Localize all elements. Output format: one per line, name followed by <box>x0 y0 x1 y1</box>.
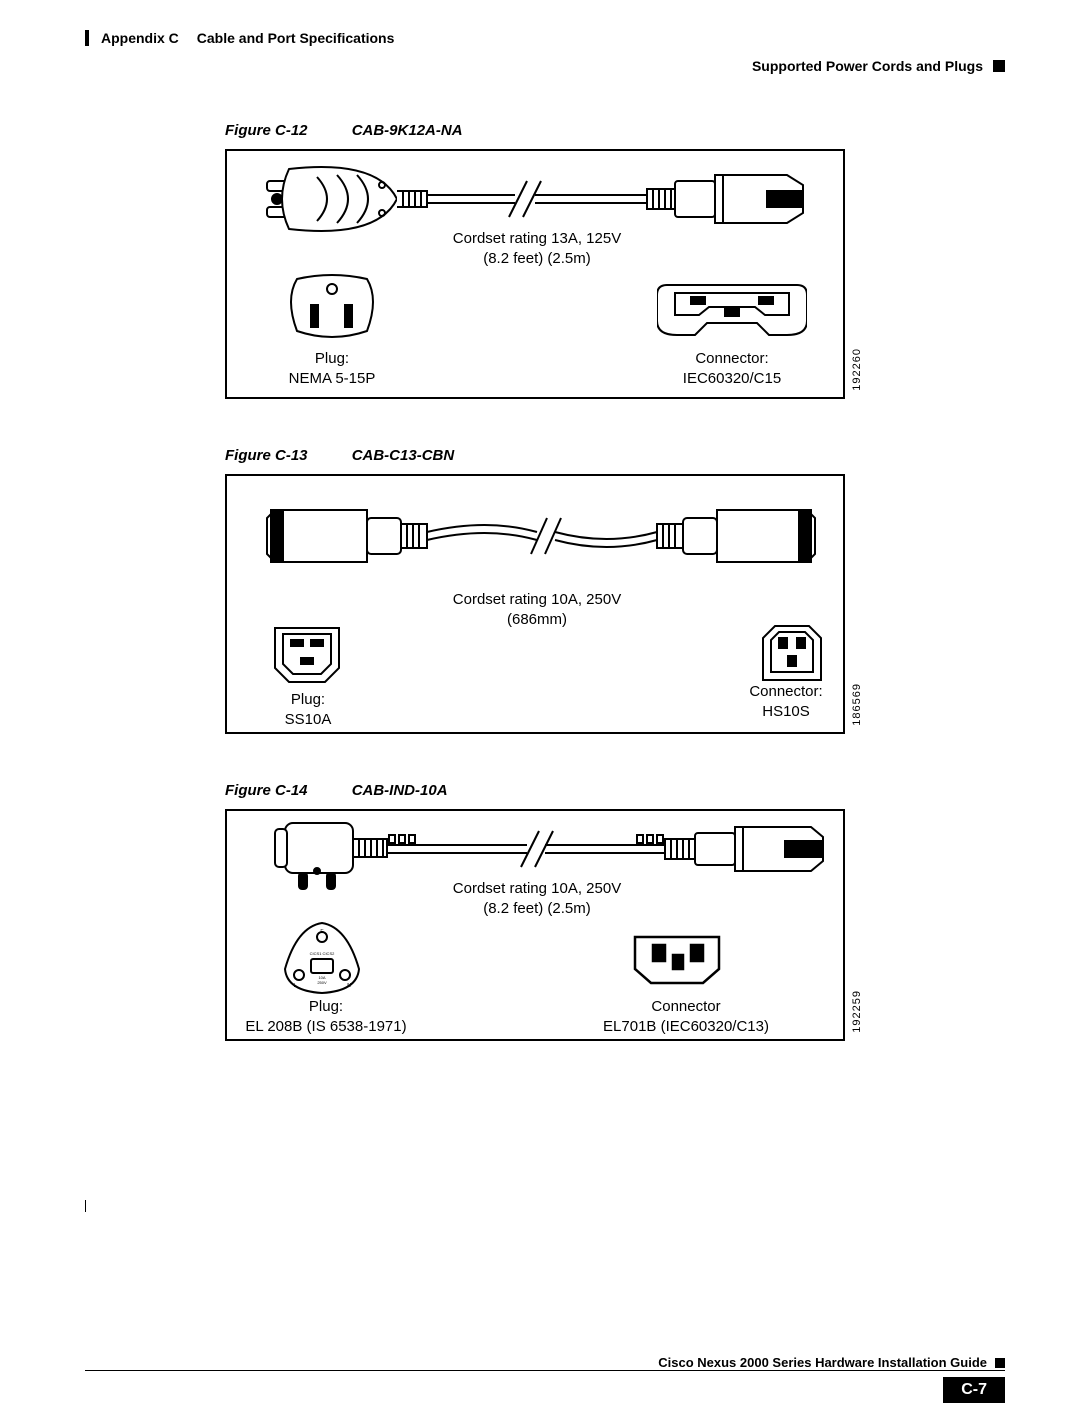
plug-label-block: Plug: SS10A <box>263 690 353 731</box>
figure-name: CAB-IND-10A <box>352 782 448 799</box>
connector-label-block: Connector EL701B (IEC60320/C13) <box>591 997 781 1038</box>
footer-line <box>85 1370 1005 1371</box>
connector-name: HS10S <box>731 702 841 722</box>
figure-box: Cordset rating 10A, 250V (8.2 feet) (2.5… <box>225 809 845 1041</box>
figure-number: Figure C-12 <box>225 122 308 139</box>
plug-title: Plug: <box>241 997 411 1017</box>
figure-caption: Figure C-12 CAB-9K12A-NA <box>225 122 1005 139</box>
connector-name: IEC60320/C15 <box>667 369 797 389</box>
plug-name: EL 208B (IS 6538-1971) <box>241 1017 411 1037</box>
page-content: Appendix C Cable and Port Specifications… <box>85 30 1005 1041</box>
cord-rating-block: Cordset rating 10A, 250V (8.2 feet) (2.5… <box>437 879 637 920</box>
footer-guide: Cisco Nexus 2000 Series Hardware Install… <box>658 1355 987 1370</box>
subheader-title: Supported Power Cords and Plugs <box>752 58 983 74</box>
connector-title: Connector: <box>731 682 841 702</box>
cord-length: (8.2 feet) (2.5m) <box>437 899 637 919</box>
footer-row: Cisco Nexus 2000 Series Hardware Install… <box>85 1355 1005 1370</box>
side-number: 192259 <box>851 990 863 1033</box>
margin-tick-icon <box>85 1200 86 1212</box>
figure-caption: Figure C-13 CAB-C13-CBN <box>225 447 1005 464</box>
svg-text:N: N <box>347 983 351 989</box>
svg-text:250V: 250V <box>317 980 327 985</box>
cord-svg <box>227 482 847 592</box>
connector-front-svg <box>627 931 727 991</box>
connector-title: Connector <box>591 997 781 1017</box>
subheader-row: Supported Power Cords and Plugs <box>85 58 1005 74</box>
plug-label-block: Plug: NEMA 5-15P <box>275 349 389 390</box>
svg-text:L: L <box>294 983 297 989</box>
header-row: Appendix C Cable and Port Specifications <box>85 30 1005 46</box>
cord-length: (8.2 feet) (2.5m) <box>437 249 637 269</box>
header-bar-icon <box>85 30 89 46</box>
side-number: 192260 <box>851 348 863 391</box>
plug-name: SS10A <box>263 710 353 730</box>
cord-rating: Cordset rating 13A, 125V <box>437 229 637 249</box>
figure-box: Cordset rating 13A, 125V (8.2 feet) (2.5… <box>225 149 845 399</box>
cord-length: (686mm) <box>437 610 637 630</box>
figure-number: Figure C-13 <box>225 447 308 464</box>
connector-title: Connector: <box>667 349 797 369</box>
footer: Cisco Nexus 2000 Series Hardware Install… <box>85 1355 1005 1375</box>
connector-name: EL701B (IEC60320/C13) <box>591 1017 781 1037</box>
side-number: 186569 <box>851 683 863 726</box>
plug-title: Plug: <box>263 690 353 710</box>
figure-name: CAB-C13-CBN <box>352 447 455 464</box>
plug-name: NEMA 5-15P <box>275 369 389 389</box>
figure-box: Cordset rating 10A, 250V (686mm) Plug: S… <box>225 474 845 734</box>
connector-front-svg <box>657 269 807 349</box>
header-title: Cable and Port Specifications <box>197 30 395 46</box>
cord-rating: Cordset rating 10A, 250V <box>437 590 637 610</box>
square-icon <box>993 60 1005 72</box>
cord-rating: Cordset rating 10A, 250V <box>437 879 637 899</box>
figure-name: CAB-9K12A-NA <box>352 122 463 139</box>
page-number-badge: C-7 <box>943 1377 1005 1403</box>
cord-rating-block: Cordset rating 10A, 250V (686mm) <box>437 590 637 631</box>
connector-label-block: Connector: IEC60320/C15 <box>667 349 797 390</box>
connector-front-svg <box>757 620 827 690</box>
connector-label-block: Connector: HS10S <box>731 682 841 723</box>
plug-title: Plug: <box>275 349 389 369</box>
header-appendix: Appendix C <box>101 30 179 46</box>
cord-rating-block: Cordset rating 13A, 125V (8.2 feet) (2.5… <box>437 229 637 270</box>
plug-front-svg: E L N CICS1 CICS2 10A 250V <box>277 919 367 999</box>
plug-front-svg <box>277 269 387 349</box>
figure-caption: Figure C-14 CAB-IND-10A <box>225 782 1005 799</box>
figure-number: Figure C-14 <box>225 782 308 799</box>
square-icon <box>995 1358 1005 1368</box>
plug-front-svg <box>267 620 347 690</box>
plug-label-block: Plug: EL 208B (IS 6538-1971) <box>241 997 411 1038</box>
svg-text:CICS1 CICS2: CICS1 CICS2 <box>310 951 335 956</box>
